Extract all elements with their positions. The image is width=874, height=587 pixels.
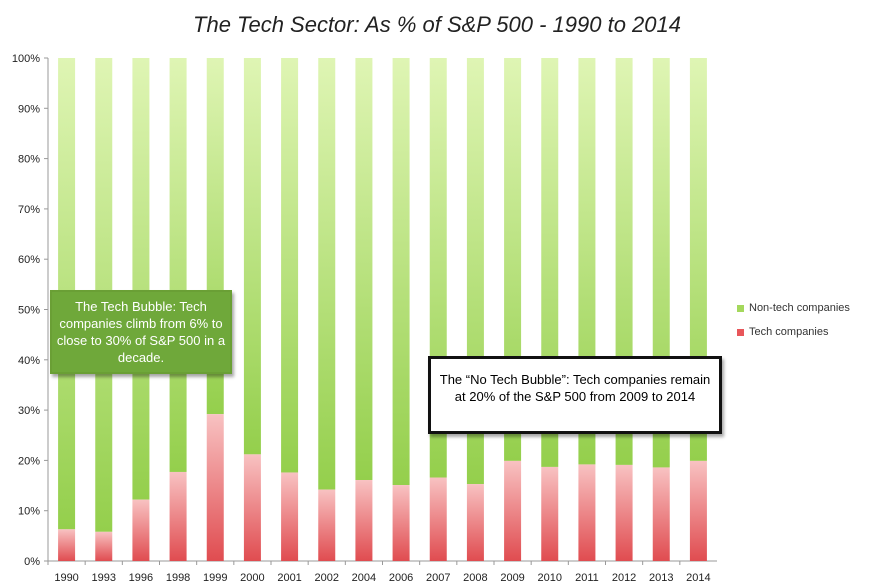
chart-title: The Tech Sector: As % of S&P 500 - 1990 …: [193, 12, 681, 37]
bar-non-tech: [281, 58, 299, 473]
bar-non-tech: [243, 58, 261, 455]
bar-tech: [541, 466, 559, 561]
bar-tech: [466, 484, 484, 561]
bar-tech: [58, 529, 76, 561]
bar-non-tech: [318, 58, 336, 490]
y-tick-label: 60%: [18, 254, 40, 266]
x-tick-label: 2014: [686, 572, 710, 584]
x-tick-label: 2000: [240, 572, 264, 584]
legend-swatch-tech: [737, 328, 744, 336]
bar-tech: [243, 454, 261, 561]
y-tick-label: 70%: [18, 204, 40, 216]
bar-tech: [689, 460, 707, 561]
y-tick-label: 0%: [24, 556, 40, 568]
annotation-no-tech-bubble: The “No Tech Bubble”: Tech companies rem…: [428, 356, 722, 434]
x-tick-label: 1996: [129, 572, 153, 584]
bar-non-tech: [169, 58, 187, 472]
x-tick-label: 2011: [575, 572, 599, 584]
x-tick-label: 1998: [166, 572, 190, 584]
x-tick-label: 2009: [500, 572, 524, 584]
x-tick-label: 2013: [649, 572, 673, 584]
bar-tech: [652, 467, 670, 561]
bar-tech: [95, 531, 113, 561]
x-tick-label: 2012: [612, 572, 636, 584]
bar-tech: [169, 471, 187, 561]
bar-tech: [392, 485, 410, 561]
annotation-tech-bubble: The Tech Bubble: Tech companies climb fr…: [50, 290, 232, 374]
bar-tech: [355, 480, 373, 561]
y-tick-label: 100%: [12, 53, 40, 65]
bar-tech: [615, 464, 633, 561]
bar-non-tech: [355, 58, 373, 481]
legend-label-non-tech: Non-tech companies: [749, 302, 850, 314]
bar-tech: [281, 472, 299, 561]
y-tick-label: 40%: [18, 355, 40, 367]
x-tick-label: 2002: [315, 572, 339, 584]
x-tick-label: 2001: [277, 572, 301, 584]
chart-legend: Non-tech companies Tech companies: [737, 296, 850, 344]
bar-tech: [206, 414, 224, 561]
y-tick-label: 80%: [18, 154, 40, 166]
bar-tech: [132, 499, 150, 561]
legend-label-tech: Tech companies: [749, 326, 829, 338]
bar-tech: [578, 464, 596, 561]
y-tick-label: 50%: [18, 305, 40, 317]
legend-item-tech: Tech companies: [737, 320, 850, 344]
x-tick-label: 2010: [538, 572, 562, 584]
bar-tech: [318, 489, 336, 561]
bar-non-tech: [132, 58, 150, 500]
legend-swatch-non-tech: [737, 304, 744, 312]
x-tick-label: 2008: [463, 572, 487, 584]
bar-tech: [429, 477, 447, 561]
x-tick-label: 1990: [54, 572, 78, 584]
x-tick-label: 2007: [426, 572, 450, 584]
bar-tech: [504, 460, 522, 561]
legend-item-non-tech: Non-tech companies: [737, 296, 850, 320]
x-tick-label: 2006: [389, 572, 413, 584]
y-tick-label: 20%: [18, 455, 40, 467]
x-tick-label: 1999: [203, 572, 227, 584]
y-tick-label: 30%: [18, 405, 40, 417]
y-tick-label: 10%: [18, 506, 40, 518]
y-tick-label: 90%: [18, 103, 40, 115]
bar-non-tech: [392, 58, 410, 486]
x-tick-label: 2004: [352, 572, 376, 584]
x-tick-label: 1993: [92, 572, 116, 584]
